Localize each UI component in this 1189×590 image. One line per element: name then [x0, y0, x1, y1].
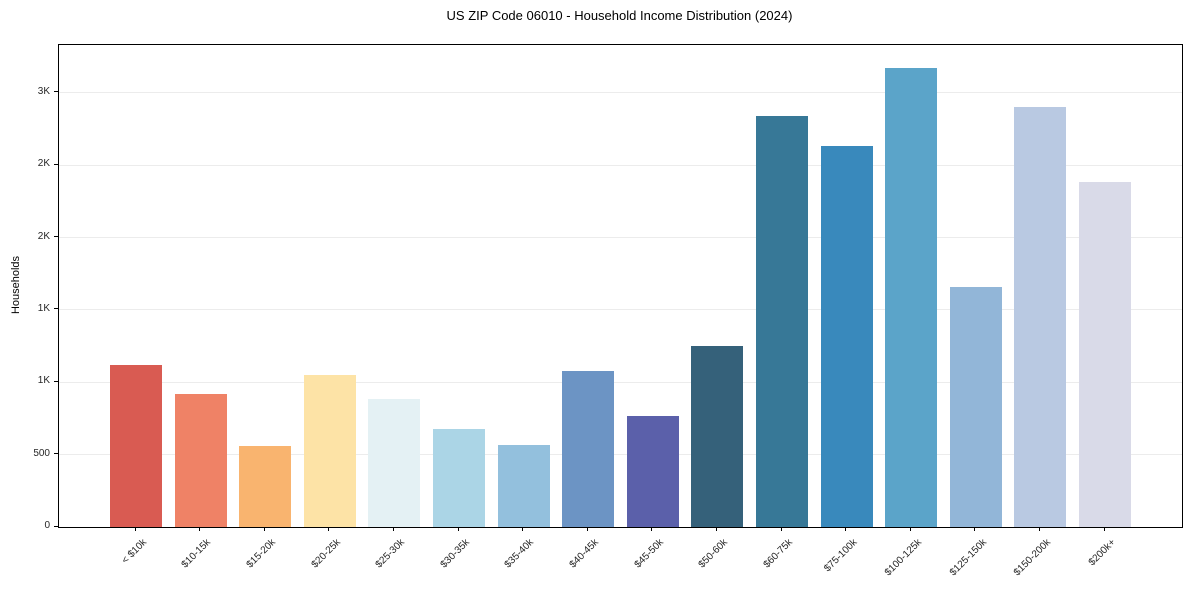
x-tick-mark	[328, 527, 330, 531]
gridline	[59, 164, 1182, 166]
bar	[1079, 181, 1131, 527]
bar	[626, 415, 679, 527]
y-tick-mark	[54, 525, 58, 527]
y-tick-mark	[54, 163, 58, 165]
x-tick-label: $40-45k	[567, 537, 601, 571]
x-tick-mark	[974, 527, 976, 531]
x-tick-label: $20-25k	[309, 537, 343, 571]
gridline	[59, 309, 1182, 311]
x-tick-mark	[1038, 527, 1040, 531]
x-tick-label: $30-35k	[438, 537, 472, 571]
bar	[691, 346, 744, 527]
bar	[1014, 107, 1067, 527]
bar	[756, 115, 808, 527]
x-tick-mark	[909, 527, 911, 531]
gridline	[59, 92, 1182, 94]
gridline	[59, 454, 1182, 456]
y-tick-label: 1K	[37, 302, 50, 314]
x-tick-label: < $10k	[119, 537, 149, 567]
y-tick-mark	[54, 380, 58, 382]
x-tick-mark	[715, 527, 717, 531]
bar	[562, 371, 615, 527]
y-tick-label: 2K	[37, 158, 50, 170]
x-tick-label: $75-100k	[822, 537, 860, 575]
chart-title: US ZIP Code 06010 - Household Income Dis…	[446, 8, 793, 23]
bar	[433, 428, 485, 527]
x-tick-mark	[457, 527, 459, 531]
bar	[174, 393, 227, 527]
x-tick-label: $60-75k	[761, 537, 795, 571]
bar	[303, 375, 356, 527]
x-tick-label: $25-30k	[373, 537, 408, 571]
x-tick-label: $100-125k	[882, 537, 924, 579]
x-tick-label: $10-15k	[180, 537, 214, 571]
x-tick-mark	[780, 527, 782, 531]
x-tick-mark	[392, 527, 394, 531]
x-tick-label: $150-200k	[1011, 537, 1054, 579]
bar	[885, 68, 938, 527]
y-tick-mark	[54, 308, 58, 310]
x-tick-label: $50-60k	[696, 537, 731, 571]
bar	[239, 445, 292, 527]
y-tick-label: 500	[33, 447, 50, 459]
x-tick-mark	[522, 527, 524, 531]
y-tick-label: 1K	[37, 375, 50, 387]
y-tick-mark	[54, 91, 58, 93]
x-tick-label: $35-40k	[503, 537, 537, 571]
x-tick-label: $125-150k	[947, 537, 989, 579]
x-tick-mark	[199, 527, 201, 531]
bar	[368, 398, 421, 527]
bar	[497, 444, 550, 527]
x-tick-mark	[134, 527, 136, 531]
bar	[110, 364, 162, 527]
x-tick-mark	[651, 527, 653, 531]
x-tick-mark	[586, 527, 588, 531]
x-tick-label: $200k+	[1086, 537, 1118, 569]
y-tick-label: 2K	[37, 230, 50, 242]
y-tick-label: 0	[44, 520, 50, 531]
gridline	[59, 381, 1182, 383]
gridline	[59, 237, 1182, 238]
x-tick-mark	[845, 527, 847, 531]
y-tick-label: 3K	[37, 85, 50, 97]
x-tick-label: $45-50k	[632, 537, 666, 571]
x-tick-mark	[263, 527, 265, 531]
x-tick-mark	[1103, 527, 1105, 531]
y-tick-mark	[54, 236, 58, 237]
x-axis-labels: < $10k $10-15k $15-20k $20-25k $25-30k $30-35…	[58, 537, 1181, 590]
bar	[949, 286, 1002, 527]
x-tick-label: $15-20k	[244, 537, 278, 571]
bar	[820, 146, 873, 527]
y-tick-mark	[54, 453, 58, 455]
plot-area	[58, 44, 1183, 528]
